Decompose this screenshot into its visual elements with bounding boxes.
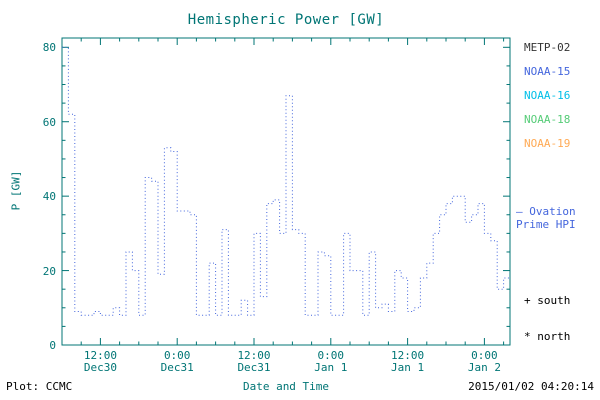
plot-frame [61,37,511,346]
x-tick-time: 12:00 [83,349,117,362]
y-tick-label: 20 [42,264,56,278]
satellite-legend: METP-02 NOAA-15 NOAA-16 NOAA-18 NOAA-19 [524,42,570,162]
x-tick-date: Jan 2 [467,361,501,374]
x-tick-label: 0:00 Dec31 [145,350,209,374]
y-tick-label: 0 [49,339,56,352]
x-tick-label: 0:00 Jan 2 [452,350,516,374]
x-tick-date: Jan 1 [314,361,348,374]
x-tick-time: 0:00 [163,349,191,362]
y-tick-label: 40 [42,190,56,204]
x-axis-label: Date and Time [242,380,330,393]
chart-title: Hemispheric Power [GW] [187,12,385,28]
ovation-legend: — Ovation Prime HPI [516,205,576,231]
x-tick-date: Jan 1 [391,361,425,374]
plot-credit: Plot: CCMC [6,380,73,393]
x-tick-time: 12:00 [237,349,271,362]
x-tick-date: Dec30 [83,361,117,374]
y-tick-label: 80 [42,41,56,55]
y-tick-label: 60 [42,115,56,129]
x-tick-label: 12:00 Dec30 [68,350,132,374]
legend-item-metp-02: METP-02 [524,41,571,54]
x-tick-date: Dec31 [237,361,271,374]
y-axis-label: P [GW] [9,170,23,211]
x-tick-label: 12:00 Dec31 [222,350,286,374]
south-marker-legend: + south [524,294,571,307]
legend-item-noaa-15: NOAA-15 [524,65,571,78]
legend-item-noaa-19: NOAA-19 [524,137,571,150]
x-tick-time: 12:00 [391,349,425,362]
plot-timestamp: 2015/01/02 04:20:14 [468,380,594,393]
north-marker-legend: * north [524,330,571,343]
x-tick-time: 0:00 [317,349,345,362]
ovation-legend-line2: Prime HPI [516,218,576,231]
x-tick-label: 0:00 Jan 1 [299,350,363,374]
ovation-legend-line1: — Ovation [516,205,576,218]
hpi-step-line [62,46,510,316]
legend-item-noaa-18: NOAA-18 [524,113,571,126]
x-tick-date: Dec31 [160,361,194,374]
x-tick-label: 12:00 Jan 1 [376,350,440,374]
x-tick-time: 0:00 [471,349,498,362]
legend-item-noaa-16: NOAA-16 [524,89,571,102]
